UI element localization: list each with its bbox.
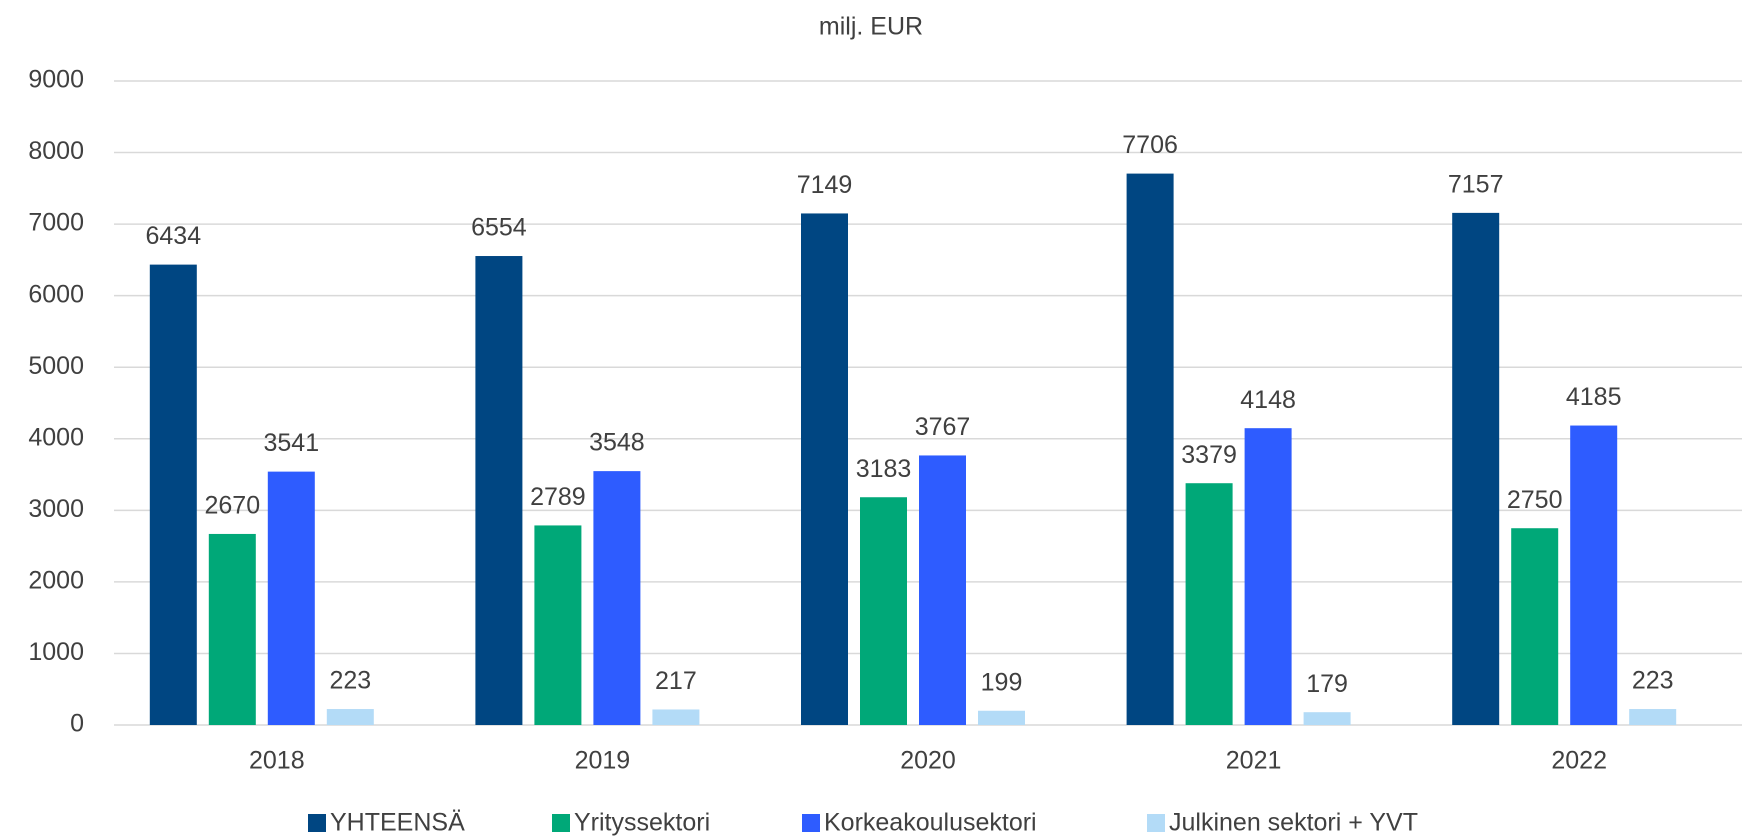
data-label: 4185 bbox=[1566, 383, 1622, 411]
data-label: 6434 bbox=[145, 222, 201, 250]
data-label: 2670 bbox=[204, 492, 260, 520]
bar bbox=[1452, 212, 1500, 725]
y-tick-label: 0 bbox=[70, 710, 84, 738]
legend-label: Yrityssektori bbox=[574, 809, 710, 837]
y-tick-label: 6000 bbox=[28, 280, 84, 308]
bar bbox=[475, 256, 523, 725]
chart-title: milj. EUR bbox=[819, 13, 923, 41]
data-label: 6554 bbox=[471, 214, 527, 242]
data-label: 7149 bbox=[797, 171, 853, 199]
bar bbox=[860, 497, 907, 725]
bar bbox=[1244, 428, 1292, 725]
bar bbox=[326, 709, 374, 725]
bar bbox=[1185, 483, 1233, 725]
y-tick-label: 5000 bbox=[28, 352, 84, 380]
bar bbox=[593, 471, 641, 725]
data-label: 223 bbox=[1632, 667, 1674, 695]
y-tick-label: 9000 bbox=[28, 66, 84, 94]
data-label: 2789 bbox=[530, 483, 586, 511]
data-label: 4148 bbox=[1240, 386, 1296, 414]
bar bbox=[1570, 425, 1618, 725]
legend-swatch bbox=[802, 814, 820, 832]
data-label: 217 bbox=[655, 667, 697, 695]
x-tick-label: 2021 bbox=[1226, 747, 1282, 775]
data-label: 7706 bbox=[1122, 131, 1178, 159]
bar bbox=[149, 264, 197, 725]
data-label: 179 bbox=[1306, 670, 1348, 698]
data-label: 223 bbox=[329, 667, 371, 695]
bar bbox=[208, 533, 256, 725]
bar bbox=[919, 455, 966, 725]
y-tick-label: 2000 bbox=[28, 566, 84, 594]
bar bbox=[1629, 709, 1677, 725]
bar bbox=[1303, 712, 1351, 725]
bar bbox=[1511, 528, 1559, 725]
data-label: 3379 bbox=[1181, 441, 1237, 469]
bar bbox=[801, 213, 848, 725]
legend-label: Julkinen sektori + YVT bbox=[1169, 809, 1418, 837]
x-tick-label: 2022 bbox=[1551, 747, 1607, 775]
bar bbox=[652, 709, 700, 725]
bar bbox=[534, 525, 582, 725]
x-tick-label: 2020 bbox=[900, 747, 956, 775]
y-tick-label: 8000 bbox=[28, 137, 84, 165]
data-label: 3541 bbox=[263, 429, 319, 457]
data-label: 3767 bbox=[915, 413, 971, 441]
legend-label: Korkeakoulusektori bbox=[824, 809, 1037, 837]
data-label: 7157 bbox=[1448, 170, 1504, 198]
x-tick-label: 2018 bbox=[249, 747, 305, 775]
legend-swatch bbox=[552, 814, 570, 832]
data-label: 3183 bbox=[856, 455, 912, 483]
legend-swatch bbox=[1147, 814, 1165, 832]
y-tick-label: 3000 bbox=[28, 495, 84, 523]
data-label: 3548 bbox=[589, 429, 645, 457]
data-label: 199 bbox=[981, 668, 1023, 696]
x-tick-label: 2019 bbox=[575, 747, 631, 775]
bar bbox=[978, 710, 1025, 725]
data-label: 2750 bbox=[1507, 486, 1563, 514]
legend-swatch bbox=[308, 814, 326, 832]
y-tick-label: 4000 bbox=[28, 423, 84, 451]
legend-label: YHTEENSÄ bbox=[330, 809, 465, 837]
y-tick-label: 1000 bbox=[28, 638, 84, 666]
bar bbox=[267, 471, 315, 725]
y-tick-label: 7000 bbox=[28, 209, 84, 237]
bar bbox=[1126, 173, 1174, 725]
